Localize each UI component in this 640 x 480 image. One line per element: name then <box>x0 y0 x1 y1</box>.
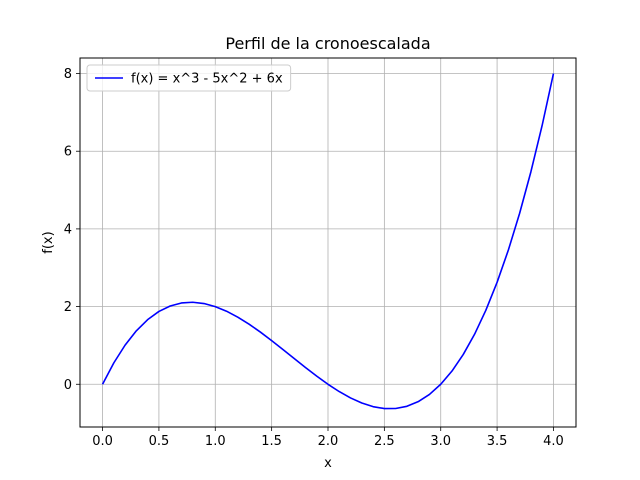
y-tick-label: 2 <box>64 300 72 315</box>
legend-label: f(x) = x^3 - 5x^2 + 6x <box>131 72 283 87</box>
series-layer <box>101 73 555 410</box>
y-tick-label: 0 <box>64 378 72 393</box>
x-tick-label: 1.0 <box>205 434 226 449</box>
x-tick-label: 3.0 <box>430 434 451 449</box>
series-line <box>101 73 555 410</box>
x-tick-label: 1.5 <box>261 434 282 449</box>
y-tick-label: 4 <box>64 222 72 237</box>
x-tick-label: 3.5 <box>487 434 508 449</box>
ticks: 0.0 0.5 1.0 1.5 2.0 2.5 3.0 3.5 4.0 0 2 4 6 8 <box>64 67 564 449</box>
y-axis-label: f(x) <box>41 231 56 253</box>
x-tick-label: 2.5 <box>374 434 395 449</box>
x-tick-label: 4.0 <box>543 434 564 449</box>
x-tick-label: 2.0 <box>318 434 339 449</box>
y-tick-label: 8 <box>64 67 72 82</box>
y-tick-label: 6 <box>64 145 72 160</box>
x-axis-label: x <box>324 456 332 471</box>
x-tick-label: 0.0 <box>92 434 113 449</box>
legend: f(x) = x^3 - 5x^2 + 6x <box>86 64 292 92</box>
legend-box <box>86 64 292 92</box>
chart-title: Perfil de la cronoescalada <box>225 34 430 53</box>
x-tick-label: 0.5 <box>149 434 170 449</box>
